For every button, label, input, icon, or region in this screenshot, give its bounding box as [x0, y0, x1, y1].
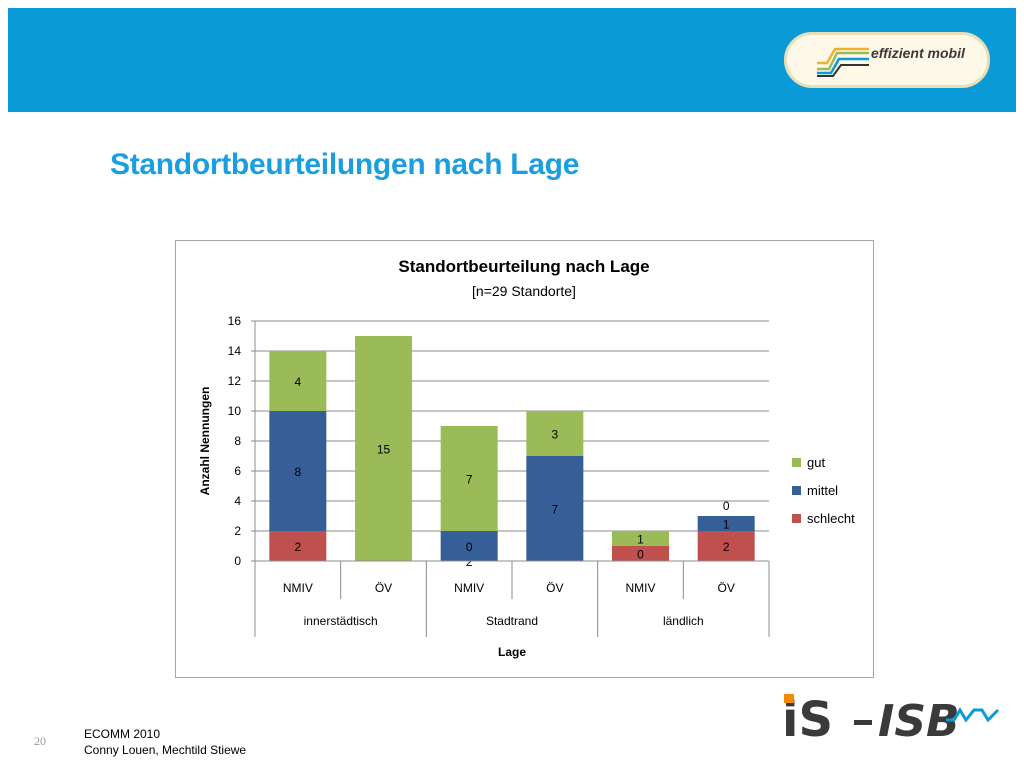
slide-title: Standortbeurteilungen nach Lage — [110, 148, 580, 181]
legend-swatch-mittel — [792, 486, 801, 495]
group-label: innerstädtisch — [304, 614, 378, 628]
logo-lines-icon — [817, 47, 869, 77]
footer: ECOMM 2010 Conny Louen, Mechtild Stiewe — [84, 726, 246, 758]
bar-gut-2 — [355, 336, 412, 561]
data-label-mittel-4: 7 — [551, 503, 558, 517]
effizient-mobil-logo: effizient mobil — [784, 32, 990, 88]
data-label-gut-5: 1 — [637, 533, 644, 547]
bar-schlecht-1 — [269, 531, 327, 561]
logo-text: effizient mobil — [871, 45, 965, 61]
bar-mittel-3 — [440, 531, 498, 561]
x-tick-label: NMIV — [454, 581, 484, 595]
bar-schlecht-5 — [612, 546, 669, 561]
data-label-gut-2: 15 — [377, 443, 391, 457]
page-number: 20 — [34, 734, 46, 748]
data-label-mittel-3: 0 — [466, 540, 473, 554]
y-tick-label: 4 — [234, 494, 241, 508]
legend-swatch-schlecht — [792, 514, 801, 523]
data-label-schlecht-6: 2 — [723, 540, 730, 554]
data-label-gut-4: 3 — [551, 428, 558, 442]
y-tick-label: 2 — [234, 524, 241, 538]
x-tick-label: ÖV — [546, 581, 563, 595]
y-tick-label: 6 — [234, 464, 241, 478]
x-tick-label: ÖV — [717, 581, 734, 595]
data-label-gut-1: 4 — [294, 375, 301, 389]
y-tick-label: 10 — [228, 404, 242, 418]
bar-mittel-4 — [526, 456, 584, 561]
legend-label-mittel: mittel — [807, 483, 838, 498]
data-label-mittel-6: 1 — [723, 518, 730, 532]
bar-mittel-1 — [269, 411, 327, 531]
stacked-bar-chart: Standortbeurteilung nach Lage [n=29 Stand… — [198, 257, 855, 659]
x-tick-label: NMIV — [626, 581, 656, 595]
y-tick-label: 12 — [228, 374, 242, 388]
chart-title: Standortbeurteilung nach Lage — [398, 257, 649, 276]
y-tick-label: 0 — [234, 554, 241, 568]
bar-gut-1 — [269, 351, 327, 411]
y-tick-label: 16 — [228, 314, 242, 328]
data-label-gut-6: 0 — [723, 499, 730, 513]
y-tick-label: 14 — [228, 344, 242, 358]
data-label-schlecht-1: 2 — [294, 540, 301, 554]
y-tick-label: 8 — [234, 434, 241, 448]
data-label-schlecht-3: 2 — [466, 555, 473, 569]
footer-line-1: ECOMM 2010 — [84, 727, 161, 741]
bar-gut-4 — [526, 411, 584, 456]
legend-label-gut: gut — [807, 455, 825, 470]
legend-swatch-gut — [792, 458, 801, 467]
legend-label-schlecht: schlecht — [807, 511, 855, 526]
footer-line-2: Conny Louen, Mechtild Stiewe — [84, 743, 247, 757]
bar-gut-3 — [440, 426, 498, 531]
is-isb-logo: iS ISB — [782, 692, 1000, 746]
x-tick-label: ÖV — [375, 581, 392, 595]
y-axis-title: Anzahl Nennungen — [198, 387, 212, 496]
x-axis-title: Lage — [498, 645, 526, 659]
x-tick-label: NMIV — [283, 581, 313, 595]
group-label: Stadtrand — [486, 614, 538, 628]
bar-gut-5 — [612, 531, 669, 546]
data-label-mittel-1: 8 — [294, 465, 301, 479]
bar-schlecht-6 — [697, 531, 755, 561]
data-label-schlecht-5: 0 — [637, 548, 644, 562]
chart-subtitle: [n=29 Standorte] — [472, 283, 576, 299]
data-label-gut-3: 7 — [466, 473, 473, 487]
group-label: ländlich — [663, 614, 704, 628]
bar-mittel-6 — [697, 516, 755, 531]
